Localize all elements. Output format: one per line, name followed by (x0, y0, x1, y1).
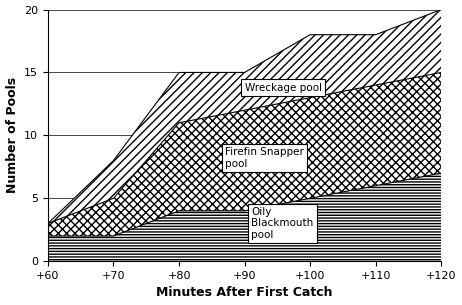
Text: Wreckage pool: Wreckage pool (244, 83, 322, 92)
Y-axis label: Number of Pools: Number of Pools (6, 77, 18, 193)
Text: Firefin Snapper
pool: Firefin Snapper pool (225, 147, 304, 169)
Text: Oily
Blackmouth
pool: Oily Blackmouth pool (251, 207, 313, 240)
X-axis label: Minutes After First Catch: Minutes After First Catch (156, 286, 333, 300)
